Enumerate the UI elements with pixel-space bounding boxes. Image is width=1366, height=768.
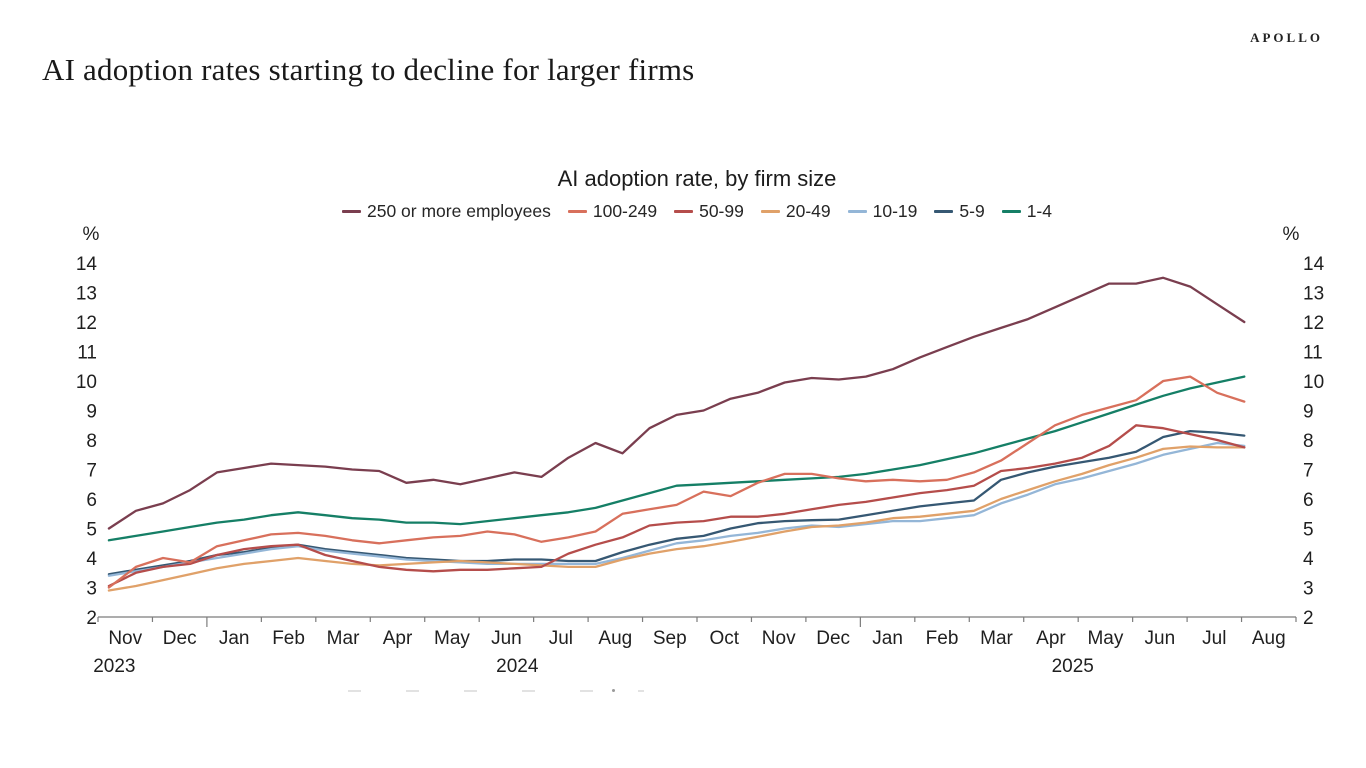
month-label: Nov [108,628,142,649]
y-axis-label-right: 7 [1303,461,1314,482]
legend-swatch [760,210,780,213]
y-axis-label-right: 3 [1303,579,1314,600]
y-axis-label-left: 9 [86,402,97,423]
legend-label: 250 or more employees [367,201,551,221]
y-axis-label-right: 10 [1303,372,1324,393]
month-label: Apr [1036,628,1066,649]
legend-item: 50-99 [674,201,744,222]
month-label: Dec [816,628,850,649]
y-axis-label-right: 12 [1303,313,1324,334]
month-label: Dec [163,628,197,649]
legend-label: 50-99 [699,201,744,221]
legend-item: 1-4 [1001,201,1052,222]
legend-item: 5-9 [934,201,985,222]
month-label: Mar [980,628,1013,649]
y-axis-unit-left: % [83,224,100,245]
cropped-footnote-dot [612,689,615,692]
month-label: Nov [762,628,796,649]
y-axis-label-left: 6 [86,490,97,511]
legend-item: 10-19 [847,201,918,222]
legend-swatch [847,210,867,213]
chart-legend: 250 or more employees 100-249 50-99 20-49 10… [98,201,1296,222]
y-axis-label-left: 3 [86,579,97,600]
y-axis-label-left: 12 [76,313,97,334]
month-label: Apr [383,628,413,649]
month-label: Aug [1252,628,1286,649]
legend-item: 250 or more employees [342,201,551,222]
legend-label: 1-4 [1026,201,1052,221]
month-label: Feb [272,628,305,649]
series-line-10-19 [107,441,1246,577]
y-axis-label-left: 10 [76,372,97,393]
y-axis-label-left: 4 [86,549,97,570]
y-axis-label-right: 6 [1303,490,1314,511]
month-label: Aug [598,628,632,649]
legend-label: 10-19 [872,201,918,221]
y-axis-label-left: 2 [86,608,97,629]
legend-label: 20-49 [785,201,831,221]
month-label: Sep [653,628,687,649]
month-label: Jan [872,628,903,649]
y-axis-label-right: 11 [1303,343,1323,364]
month-label: May [434,628,470,649]
legend-swatch [342,210,361,213]
y-axis-label-left: 5 [86,520,97,541]
month-label: Jun [1145,628,1176,649]
year-label: 2025 [1052,656,1094,677]
y-axis-label-right: 13 [1303,284,1324,305]
legend-swatch [674,210,694,213]
month-label: May [1087,628,1123,649]
series-line-5-9 [107,429,1246,576]
cropped-footnote-marks [348,690,644,692]
legend-label: 100-249 [592,201,658,221]
series-line-50-99 [107,424,1246,588]
apollo-logo: APOLLO [1250,30,1323,45]
month-label: Jun [491,628,522,649]
legend-swatch [934,210,954,213]
month-label: Jul [1202,628,1226,649]
legend-swatch [567,210,587,213]
y-axis-label-right: 9 [1303,402,1314,423]
y-axis-label-right: 14 [1303,254,1325,275]
y-axis-label-right: 8 [1303,431,1314,452]
y-axis-label-left: 8 [86,431,97,452]
month-label: Mar [327,628,360,649]
legend-item: 20-49 [760,201,831,222]
y-axis-label-left: 11 [77,343,97,364]
legend-item: 100-249 [567,201,658,222]
series-line-20-49 [107,445,1246,592]
page-title: AI adoption rates starting to decline fo… [42,52,695,87]
y-axis-label-left: 13 [76,284,97,305]
series-line-250-or-more-employees [107,276,1246,530]
y-axis-label-left: 14 [76,254,98,275]
series-line-1-4 [107,375,1246,542]
y-axis-label-right: 4 [1303,549,1314,570]
month-label: Feb [926,628,959,649]
legend-swatch [1001,210,1021,213]
legend-label: 5-9 [959,201,985,221]
year-label: 2024 [496,656,539,677]
y-axis-label-right: 2 [1303,608,1314,629]
series-line-100-249 [107,375,1246,589]
month-label: Jan [219,628,250,649]
month-label: Jul [549,628,573,649]
year-label: 2023 [93,656,135,677]
y-axis-label-right: 5 [1303,520,1314,541]
month-label: Oct [709,628,739,649]
y-axis-unit-right: % [1283,224,1300,245]
y-axis-label-left: 7 [86,461,97,482]
chart-title: AI adoption rate, by firm size [557,166,837,191]
